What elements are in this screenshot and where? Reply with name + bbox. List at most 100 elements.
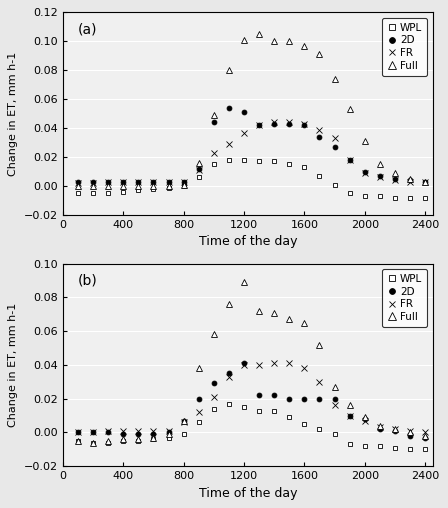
Legend: WPL, 2D, FR, Full: WPL, 2D, FR, Full [382, 269, 427, 327]
WPL [392, 444, 397, 451]
WPL [196, 174, 202, 180]
WPL [151, 436, 156, 442]
FR [422, 179, 428, 185]
Full [422, 179, 428, 185]
Full [392, 170, 397, 176]
Text: (b): (b) [78, 274, 97, 288]
Full [377, 162, 383, 168]
FR [226, 141, 232, 147]
Full [121, 183, 126, 189]
Full [151, 183, 156, 189]
WPL [287, 162, 292, 168]
2D [226, 370, 232, 376]
FR [332, 402, 337, 408]
WPL [392, 195, 397, 201]
Full [90, 439, 96, 446]
Y-axis label: Change in ET, mm h-1: Change in ET, mm h-1 [9, 303, 18, 427]
Full [181, 418, 186, 424]
FR [211, 394, 216, 400]
Line: WPL: WPL [76, 401, 427, 452]
Full [196, 160, 202, 166]
WPL [317, 173, 322, 179]
FR [332, 135, 337, 141]
Full [362, 138, 367, 144]
WPL [271, 407, 277, 414]
Full [241, 37, 247, 43]
2D [166, 179, 171, 185]
WPL [317, 426, 322, 432]
FR [121, 179, 126, 185]
WPL [121, 189, 126, 195]
2D [211, 380, 216, 387]
2D [105, 429, 111, 435]
FR [151, 428, 156, 434]
Full [317, 341, 322, 347]
FR [226, 374, 232, 380]
WPL [347, 190, 352, 197]
2D [196, 166, 202, 172]
Text: (a): (a) [78, 22, 97, 37]
FR [241, 362, 247, 368]
WPL [422, 195, 428, 201]
FR [377, 424, 383, 430]
Full [226, 67, 232, 73]
FR [392, 426, 397, 432]
2D [347, 412, 352, 419]
FR [302, 365, 307, 371]
Full [347, 402, 352, 408]
FR [181, 419, 186, 425]
FR [90, 180, 96, 186]
2D [136, 179, 141, 185]
Line: 2D: 2D [76, 106, 427, 184]
FR [302, 121, 307, 127]
2D [422, 434, 428, 440]
FR [181, 179, 186, 185]
WPL [362, 193, 367, 199]
2D [362, 169, 367, 175]
WPL [136, 438, 141, 444]
2D [392, 428, 397, 434]
WPL [332, 431, 337, 437]
WPL [377, 443, 383, 449]
2D [105, 179, 111, 185]
2D [377, 173, 383, 179]
FR [105, 179, 111, 185]
FR [196, 409, 202, 415]
2D [121, 179, 126, 185]
2D [241, 360, 247, 366]
WPL [332, 181, 337, 187]
Full [75, 438, 81, 444]
WPL [407, 447, 413, 453]
FR [377, 174, 383, 180]
Y-axis label: Change in ET, mm h-1: Change in ET, mm h-1 [9, 51, 18, 176]
Full [121, 436, 126, 442]
2D [302, 122, 307, 129]
2D [347, 157, 352, 163]
2D [151, 179, 156, 185]
Full [332, 76, 337, 82]
FR [166, 428, 171, 434]
WPL [211, 406, 216, 412]
WPL [362, 443, 367, 449]
FR [166, 179, 171, 185]
Line: FR: FR [75, 361, 428, 435]
2D [287, 121, 292, 127]
Full [211, 331, 216, 337]
Full [407, 429, 413, 435]
Full [90, 183, 96, 189]
X-axis label: Time of the day: Time of the day [198, 487, 297, 500]
FR [136, 428, 141, 434]
FR [211, 150, 216, 156]
2D [181, 418, 186, 424]
2D [121, 431, 126, 437]
Full [347, 106, 352, 112]
Full [256, 308, 262, 314]
WPL [271, 158, 277, 165]
WPL [166, 184, 171, 190]
Full [226, 301, 232, 307]
Full [377, 423, 383, 429]
WPL [241, 404, 247, 410]
2D [241, 109, 247, 115]
WPL [256, 407, 262, 414]
FR [287, 360, 292, 366]
